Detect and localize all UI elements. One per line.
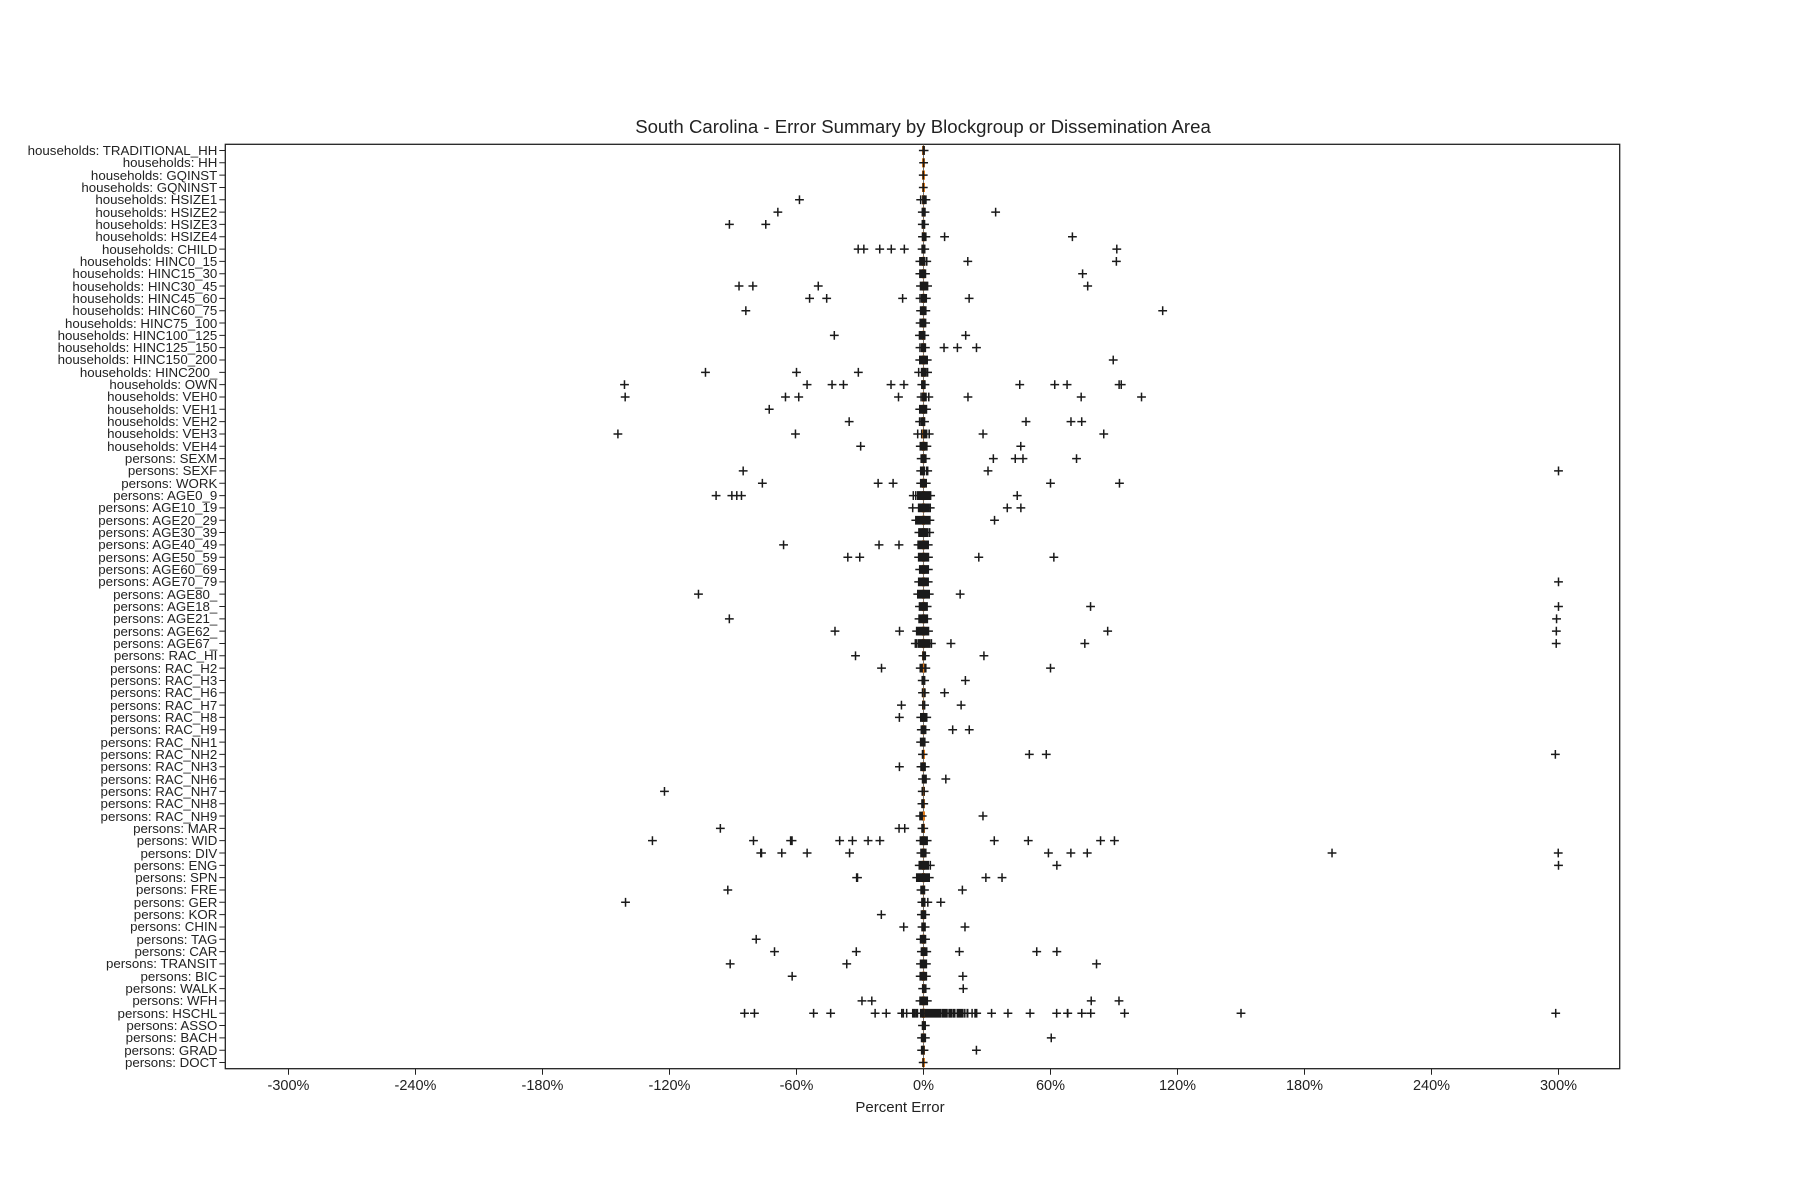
svg-text:South Carolina - Error Summary: South Carolina - Error Summary by Blockg… <box>635 116 1211 137</box>
